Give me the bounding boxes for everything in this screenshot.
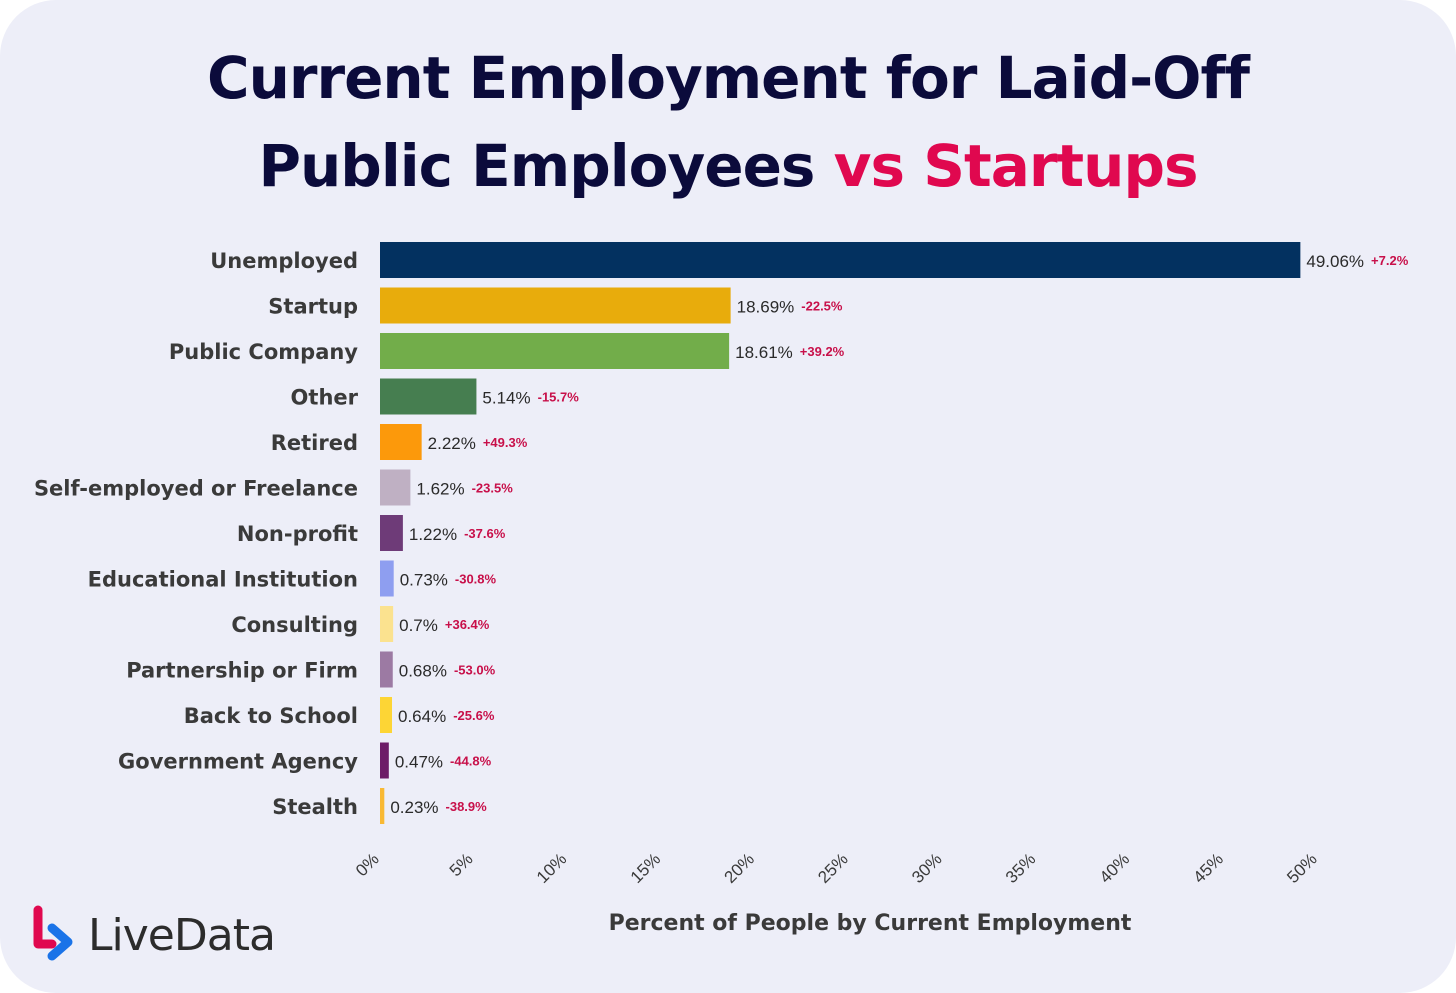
bar	[380, 697, 393, 733]
title-line-2: Public Employees vs Startups	[0, 122, 1456, 210]
value-label: 2.22%	[428, 434, 476, 453]
value-label: 0.23%	[390, 798, 438, 817]
bar	[380, 651, 393, 688]
change-label: -53.0%	[454, 663, 496, 678]
value-label: 18.61%	[735, 343, 793, 362]
x-tick-label: 35%	[1002, 849, 1039, 886]
value-label: 0.68%	[399, 662, 447, 681]
bar	[380, 287, 731, 324]
change-label: +36.4%	[445, 617, 490, 632]
livedata-logo-icon	[33, 905, 73, 961]
change-label: -22.5%	[801, 299, 843, 314]
category-label: Public Company	[169, 340, 358, 364]
x-tick-label: 30%	[908, 849, 945, 886]
category-label: Self-employed or Freelance	[34, 477, 358, 501]
x-tick-label: 0%	[352, 849, 383, 880]
value-label: 49.06%	[1306, 252, 1364, 271]
category-label: Other	[291, 386, 359, 410]
x-tick-label: 15%	[627, 849, 664, 886]
bar	[380, 333, 730, 369]
title-line-1: Current Employment for Laid-Off	[207, 44, 1250, 112]
chart-title: Current Employment for Laid-Off Public E…	[0, 34, 1456, 210]
x-axis-title: Percent of People by Current Employment	[609, 911, 1132, 936]
category-label: Back to School	[184, 704, 358, 728]
bar	[380, 469, 411, 506]
change-label: +39.2%	[800, 344, 845, 359]
category-label: Consulting	[231, 613, 358, 637]
value-label: 0.47%	[395, 753, 443, 772]
brand-logo: LiveData	[30, 900, 276, 970]
change-label: -44.8%	[450, 754, 492, 769]
change-label: -15.7%	[538, 390, 580, 405]
value-label: 0.64%	[398, 707, 446, 726]
change-label: -23.5%	[472, 481, 514, 496]
value-label: 1.62%	[416, 480, 464, 499]
category-label: Non-profit	[237, 522, 358, 546]
value-label: 18.69%	[737, 298, 795, 317]
change-label: -25.6%	[453, 708, 495, 723]
bar	[380, 560, 394, 597]
category-label: Startup	[268, 295, 358, 319]
change-label: +7.2%	[1371, 253, 1409, 268]
value-label: 0.73%	[400, 571, 448, 590]
title-line-2-accent: vs Startups	[833, 132, 1199, 200]
category-label: Government Agency	[118, 750, 358, 774]
x-tick-label: 25%	[814, 849, 851, 886]
x-tick-label: 50%	[1283, 849, 1320, 886]
change-label: -38.9%	[446, 799, 488, 814]
value-label: 1.22%	[409, 525, 457, 544]
title-line-2-main: Public Employees	[258, 132, 816, 200]
value-label: 0.7%	[399, 616, 438, 635]
x-tick-label: 20%	[721, 849, 758, 886]
change-label: -37.6%	[464, 526, 506, 541]
change-label: -30.8%	[455, 572, 497, 587]
bar	[380, 606, 394, 642]
x-tick-label: 45%	[1190, 849, 1227, 886]
category-label: Educational Institution	[88, 568, 358, 592]
x-tick-label: 10%	[533, 849, 570, 886]
change-label: +49.3%	[483, 435, 528, 450]
x-tick-label: 5%	[446, 849, 477, 880]
bar	[380, 515, 403, 551]
bar	[380, 424, 422, 460]
bar	[380, 378, 477, 415]
category-label: Stealth	[272, 795, 358, 819]
bar	[380, 788, 385, 824]
category-label: Unemployed	[210, 249, 358, 273]
category-label: Retired	[271, 431, 358, 455]
bar	[380, 242, 1301, 278]
x-tick-label: 40%	[1096, 849, 1133, 886]
value-label: 5.14%	[482, 389, 530, 408]
bar	[380, 742, 389, 779]
category-label: Partnership or Firm	[126, 659, 358, 683]
logo-text: LiveData	[88, 909, 276, 961]
